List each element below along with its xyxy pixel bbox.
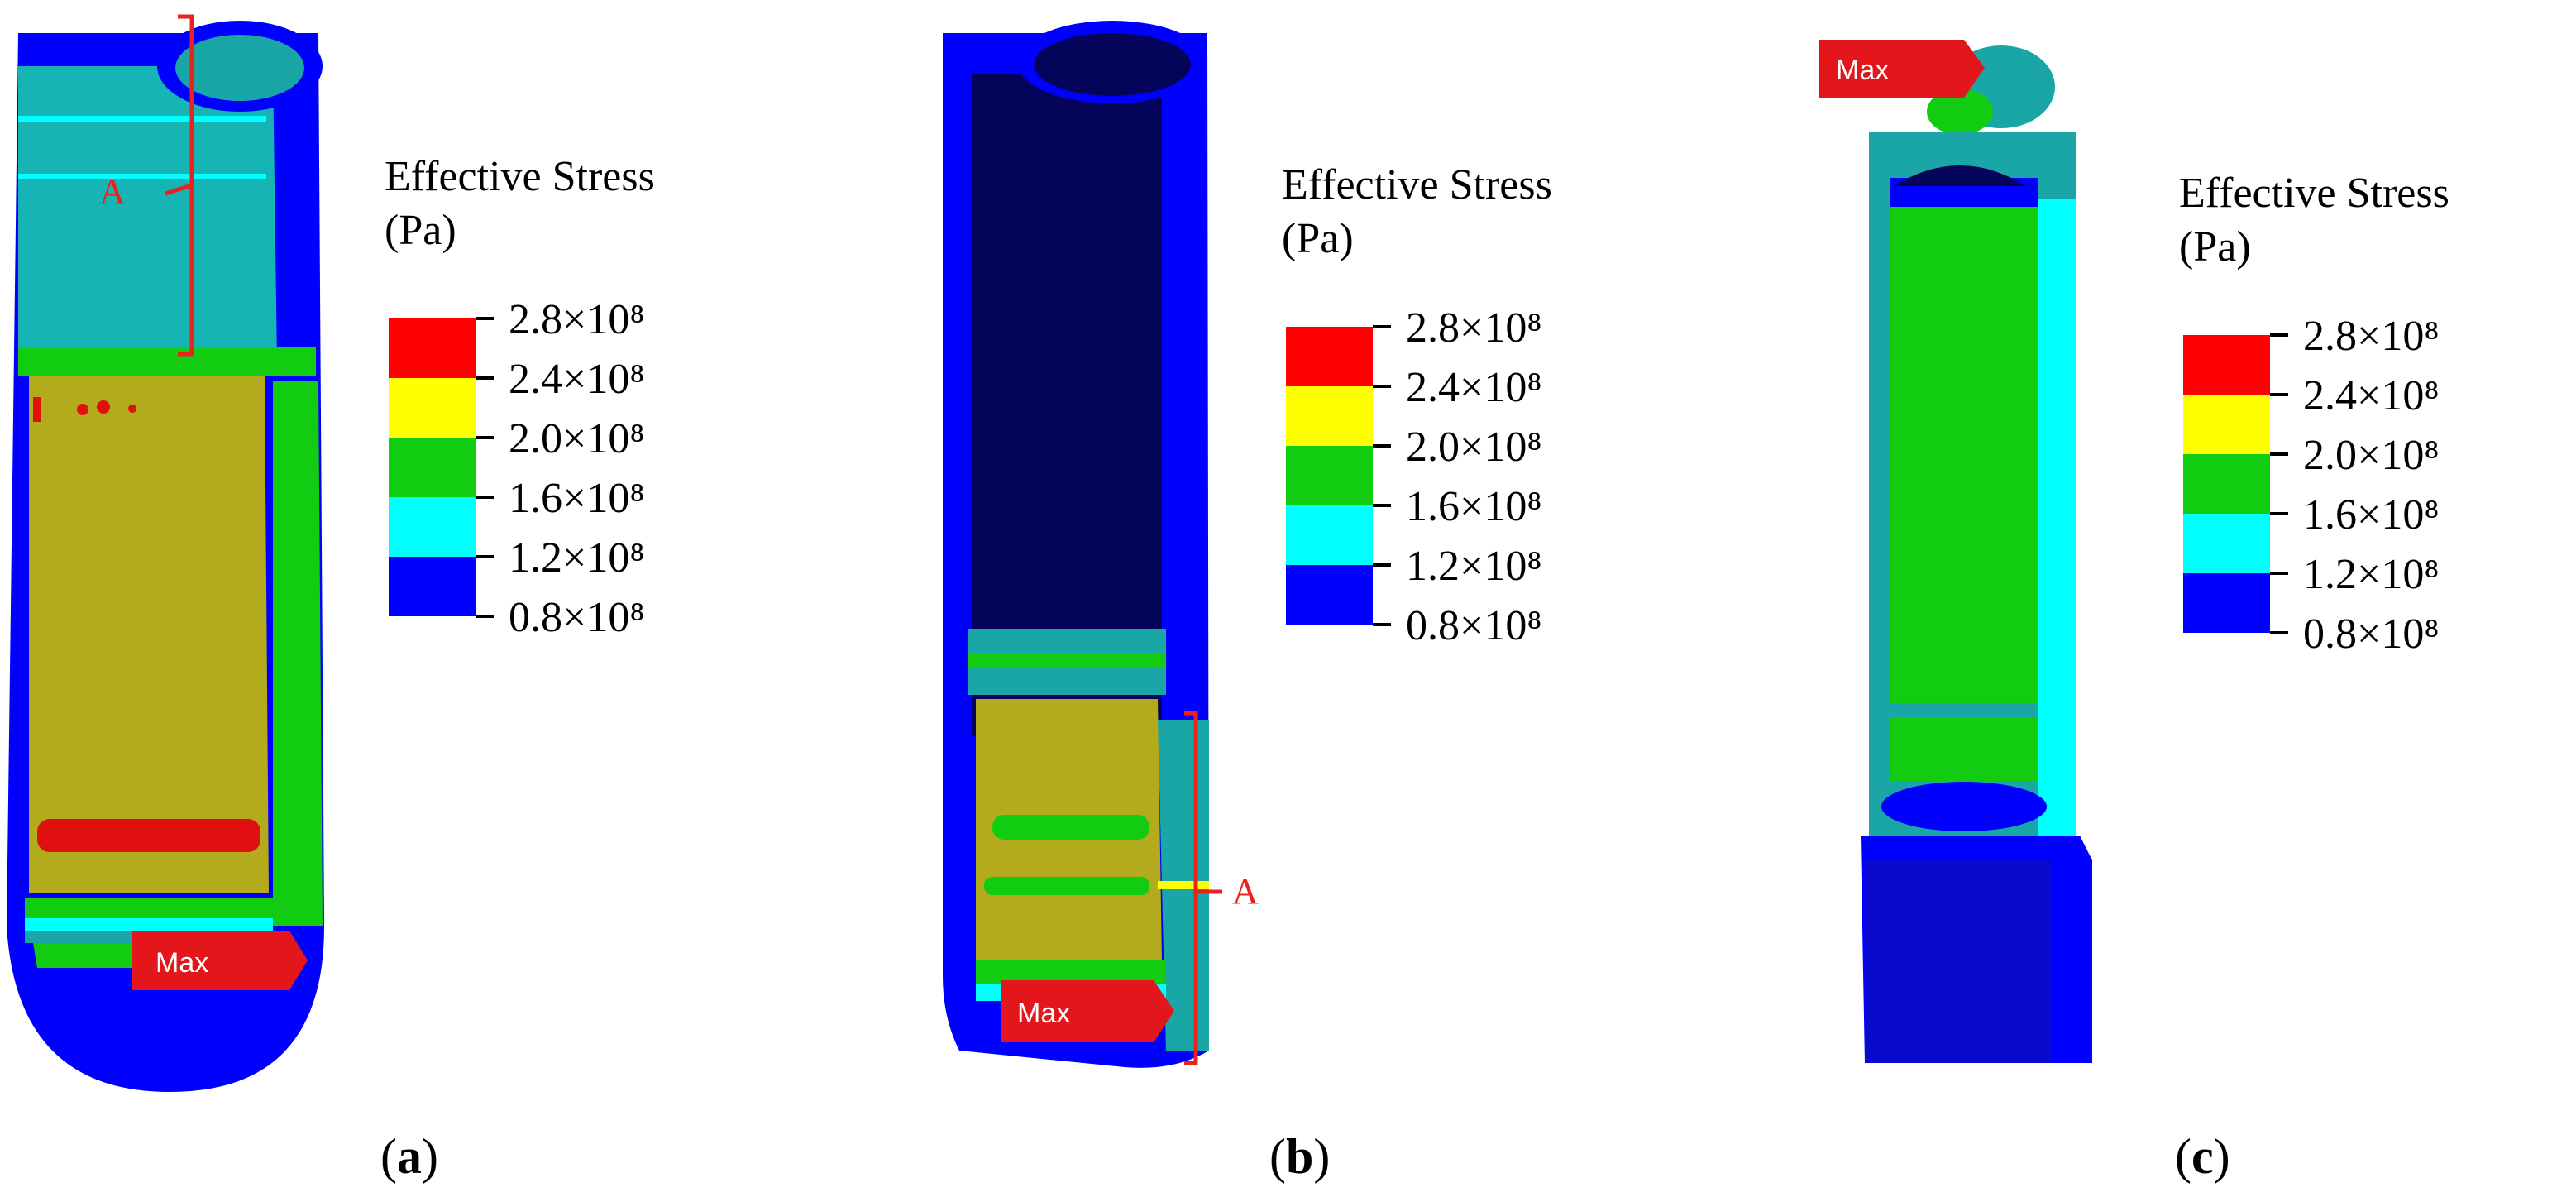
legend-a-unit: (Pa) (385, 207, 456, 254)
panel-a-right-wall (273, 381, 323, 926)
panel-b-green-ring (968, 654, 1166, 668)
caption-a: (a) (380, 1129, 438, 1184)
legend-a-level-label: 1.2×10⁸ (509, 534, 644, 582)
legend-c-level-label: 2.0×10⁸ (2303, 432, 2439, 479)
legend-a-level-label: 0.8×10⁸ (509, 594, 644, 641)
legend-c-level-label: 2.4×10⁸ (2303, 372, 2439, 419)
svg-text:(b): (b) (1269, 1129, 1330, 1184)
panel-b-green-streaks (984, 815, 1149, 895)
caption-c-open: ( (2175, 1129, 2191, 1184)
panel-b-model: A Max (943, 21, 1259, 1068)
legend-a-band-yellow (389, 378, 476, 438)
panel-b-max-label: Max (1017, 998, 1070, 1029)
legend-c-level-label: 1.6×10⁸ (2303, 491, 2439, 539)
legend-a-level-label: 1.6×10⁸ (509, 475, 644, 522)
panel-a-upper-region (18, 66, 277, 364)
legend-c-title: Effective Stress (2179, 170, 2449, 217)
caption-c-letter: c (2191, 1129, 2214, 1184)
legend-a-band-green (389, 438, 476, 497)
caption-c: (c) (2175, 1129, 2230, 1184)
panel-c-bottom-opening (1881, 782, 2047, 831)
legend-b-level-label: 1.6×10⁸ (1406, 483, 1541, 530)
legend-a-band-cyan (389, 497, 476, 557)
legend-b-band-yellow (1286, 386, 1373, 446)
panel-a-hotspots (33, 397, 260, 852)
legend-c-band-green (2183, 454, 2270, 514)
caption-b-close: ) (1313, 1129, 1330, 1184)
legend-b: Effective Stress (Pa) 2.8×10⁸ 2.4×10⁸ 2.0×10… (1282, 161, 1552, 649)
panel-a-model: A Max (7, 14, 324, 1092)
caption-b-open: ( (1269, 1129, 1286, 1184)
panel-c-head-dark (1894, 165, 2026, 186)
legend-a-band-red (389, 318, 476, 378)
panel-c-model: Max (1819, 40, 2092, 1063)
legend-c-unit: (Pa) (2179, 223, 2251, 271)
panel-a-rim-inner (175, 35, 304, 101)
legend-a-title: Effective Stress (385, 153, 655, 200)
panel-a-region-bracket (165, 14, 194, 357)
panel-a-region-label: A (99, 171, 126, 212)
panel-a-max-marker (132, 931, 308, 990)
panel-a-ring-line (18, 116, 266, 122)
legend-c-level-label: 1.2×10⁸ (2303, 551, 2439, 598)
legend-a: Effective Stress (Pa) 2.8×10⁸ 2.4×10⁸ 2.0×10… (385, 153, 655, 641)
legend-c-band-blue (2183, 573, 2270, 633)
panel-c-max-label: Max (1836, 55, 1889, 86)
caption-b: (b) (1269, 1129, 1330, 1184)
legend-b-unit: (Pa) (1282, 215, 1354, 262)
panel-a-bottom-ring-2 (25, 918, 273, 931)
legend-a-level-label: 2.4×10⁸ (509, 356, 644, 403)
legend-b-level-label: 2.0×10⁸ (1406, 424, 1541, 471)
legend-a-level-label: 2.8×10⁸ (509, 296, 644, 343)
legends: Effective Stress (Pa) 2.8×10⁸ 2.4×10⁸ 2.0×10… (385, 153, 2449, 658)
panel-c-right-wall (2038, 199, 2076, 836)
panel-b-region-label: A (1232, 871, 1259, 912)
legend-c: Effective Stress (Pa) 2.8×10⁸ 2.4×10⁸ 2.0×10… (2179, 170, 2449, 658)
caption-a-letter: a (397, 1129, 422, 1184)
svg-text:(c): (c) (2175, 1129, 2230, 1184)
legend-b-level-label: 2.4×10⁸ (1406, 364, 1541, 411)
panel-b-wall-hotline (1158, 881, 1209, 889)
legend-c-band-red (2183, 335, 2270, 395)
panel-c-base-front (1865, 860, 2051, 1063)
legend-c-band-cyan (2183, 514, 2270, 573)
panel-a-ring-line-2 (18, 174, 266, 179)
legend-b-level-label: 1.2×10⁸ (1406, 543, 1541, 590)
panel-b-region-bracket (1184, 711, 1222, 1065)
caption-b-letter: b (1286, 1129, 1313, 1184)
svg-text:(a): (a) (380, 1129, 438, 1184)
legend-b-band-red (1286, 327, 1373, 386)
legend-b-band-cyan (1286, 505, 1373, 565)
panel-b-max-marker (1001, 980, 1174, 1042)
legend-b-band-green (1286, 446, 1373, 505)
panel-c-mid-ring (1890, 703, 2038, 718)
panel-a-max-label: Max (155, 947, 208, 979)
panel-a-inner-body (29, 376, 269, 893)
legend-b-level-label: 2.8×10⁸ (1406, 304, 1541, 352)
panel-c-head-hole (1927, 89, 1993, 135)
legend-b-title: Effective Stress (1282, 161, 1552, 208)
panel-a-green-band (18, 347, 316, 376)
panel-c-max-marker (1819, 40, 1985, 98)
panel-b-rim-inner (1034, 33, 1191, 96)
legend-a-band-blue (389, 557, 476, 616)
panel-c-body-inner (1890, 199, 2038, 782)
legend-b-level-label: 0.8×10⁸ (1406, 602, 1541, 649)
legend-c-band-yellow (2183, 395, 2270, 454)
caption-a-close: ) (422, 1129, 438, 1184)
caption-c-close: ) (2214, 1129, 2230, 1184)
legend-c-level-label: 2.8×10⁸ (2303, 313, 2439, 360)
legend-a-level-label: 2.0×10⁸ (509, 415, 644, 462)
legend-b-band-blue (1286, 565, 1373, 625)
legend-c-level-label: 0.8×10⁸ (2303, 610, 2439, 658)
panel-b-inner-bore (972, 74, 1162, 736)
caption-a-open: ( (380, 1129, 397, 1184)
panel-a-bottom-ring (25, 898, 273, 918)
